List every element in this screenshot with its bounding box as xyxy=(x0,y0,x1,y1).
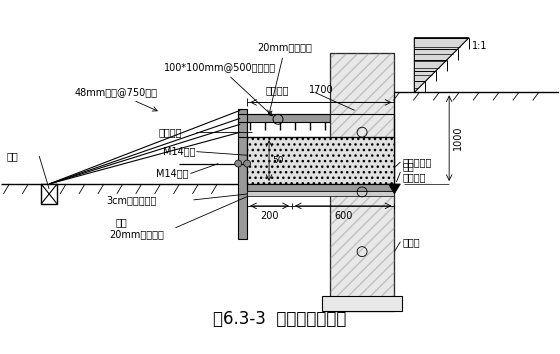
Polygon shape xyxy=(389,184,400,194)
Text: M14螺帽: M14螺帽 xyxy=(162,147,195,156)
Text: 20mm厚竹胶板: 20mm厚竹胶板 xyxy=(258,42,312,115)
Circle shape xyxy=(235,160,242,167)
Bar xyxy=(238,114,340,122)
Bar xyxy=(41,184,57,204)
Text: M14螺杆: M14螺杆 xyxy=(156,169,188,178)
Bar xyxy=(247,137,394,184)
Bar xyxy=(247,191,394,196)
Text: 50: 50 xyxy=(272,156,283,165)
Circle shape xyxy=(244,160,251,167)
Text: 地锚: 地锚 xyxy=(6,151,18,161)
Text: 底模: 底模 xyxy=(116,217,128,227)
Text: 100*100mm@500方木支撑: 100*100mm@500方木支撑 xyxy=(164,63,277,116)
Text: 临时支撑: 临时支撑 xyxy=(265,85,288,96)
Text: 钻孔桩: 钻孔桩 xyxy=(403,237,420,247)
Text: 48mm钢管@750支撑: 48mm钢管@750支撑 xyxy=(74,87,157,111)
Text: 1:1: 1:1 xyxy=(472,41,488,51)
Text: 钻孔桩主筋: 钻孔桩主筋 xyxy=(403,157,432,167)
Text: 200: 200 xyxy=(260,211,279,221)
Bar xyxy=(247,184,394,191)
Bar xyxy=(330,53,394,311)
Polygon shape xyxy=(414,38,469,92)
Text: 3cm砂浆找平层: 3cm砂浆找平层 xyxy=(106,195,156,205)
Text: 山型扣件: 山型扣件 xyxy=(158,127,182,137)
Text: 梁底标高: 梁底标高 xyxy=(403,172,426,182)
Text: 600: 600 xyxy=(334,211,352,221)
Bar xyxy=(238,109,247,239)
Text: 1700: 1700 xyxy=(309,85,333,96)
Bar xyxy=(322,296,403,311)
Bar xyxy=(330,53,394,311)
Text: 焊接: 焊接 xyxy=(403,161,414,171)
Text: 20mm厚竹胶板: 20mm厚竹胶板 xyxy=(109,229,164,239)
Text: 图6.3-3  圈梁施工示意图: 图6.3-3 圈梁施工示意图 xyxy=(213,310,347,328)
Text: 1000: 1000 xyxy=(453,126,463,150)
